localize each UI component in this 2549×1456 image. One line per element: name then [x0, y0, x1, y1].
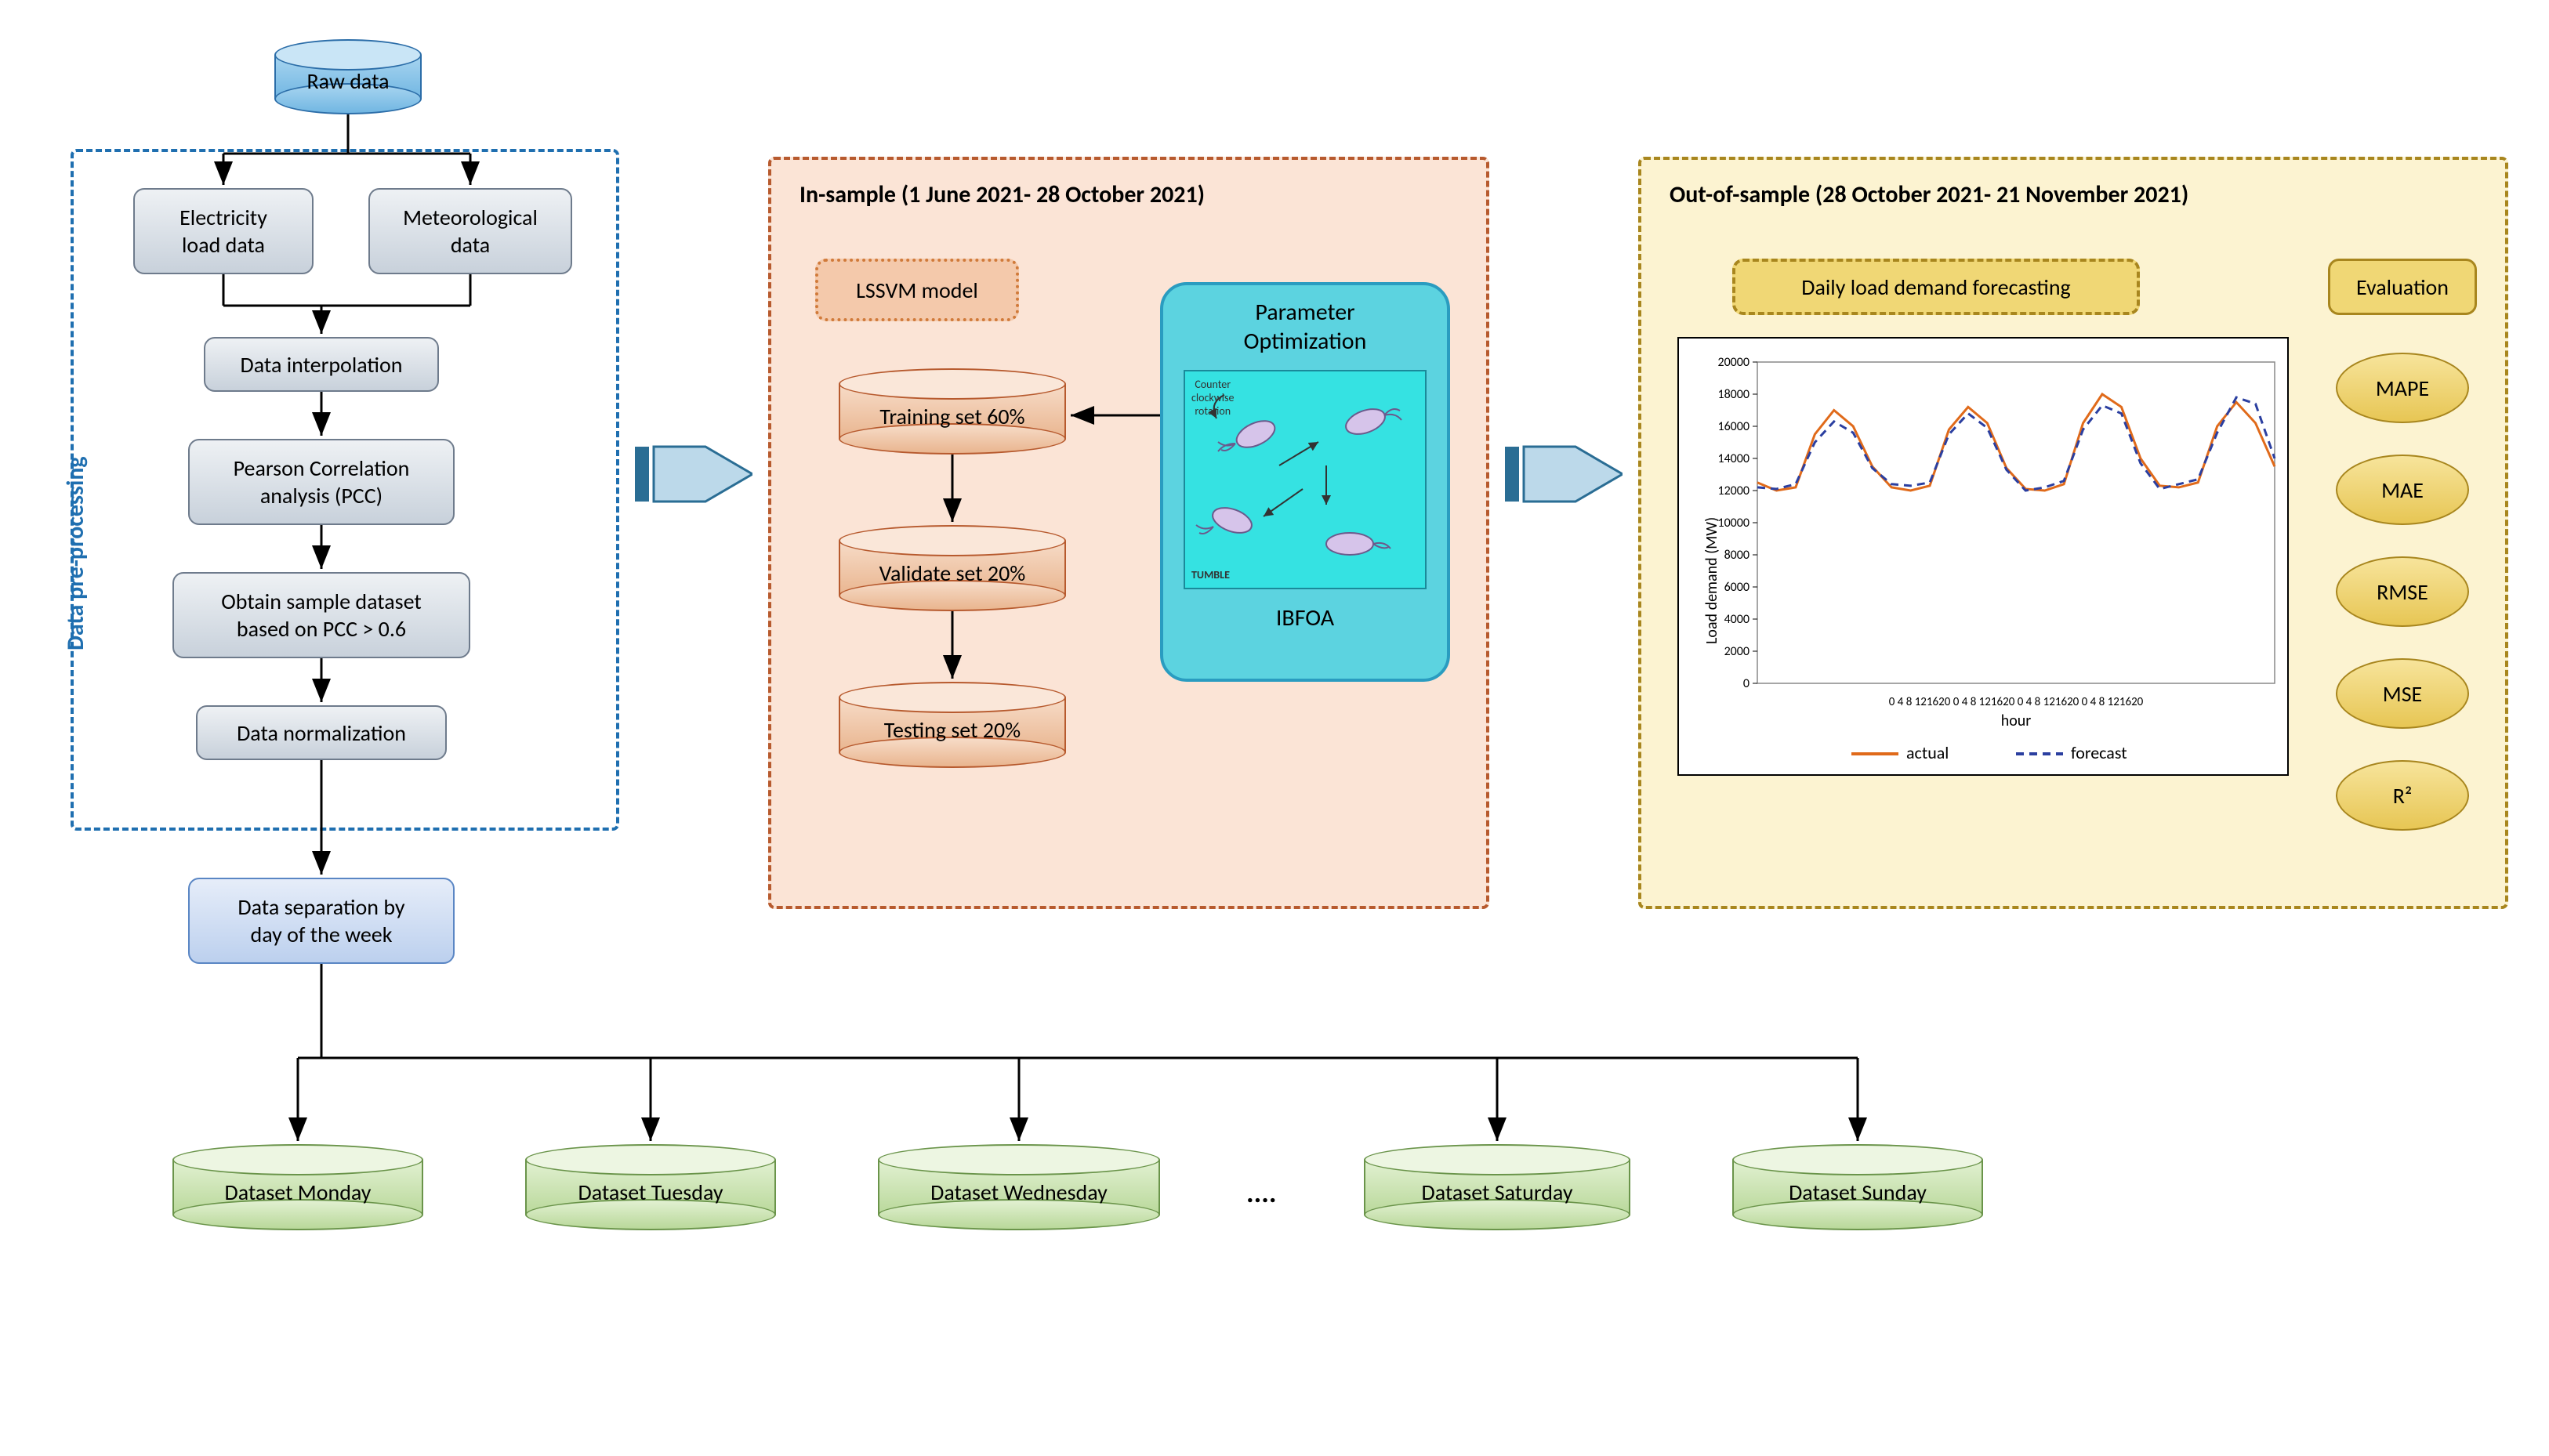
svg-text:18000: 18000	[1717, 387, 1749, 402]
svg-text:16000: 16000	[1717, 419, 1749, 434]
testing-cylinder: Testing set 20%	[839, 682, 1066, 768]
svg-text:4000: 4000	[1724, 612, 1749, 627]
lssvm-model-box: LSSVM model	[815, 259, 1019, 321]
param-opt-title: Parameter Optimization	[1244, 298, 1367, 356]
validate-cylinder: Validate set 20%	[839, 525, 1066, 611]
svg-text:0: 0	[1743, 676, 1749, 691]
svg-text:2000: 2000	[1724, 644, 1749, 659]
diagram-canvas: Raw data Data pre-processing Electricity…	[24, 24, 2525, 1432]
dataset-tuesday: Dataset Tuesday	[525, 1144, 776, 1230]
raw-data-label: Raw data	[274, 67, 422, 95]
raw-data-cylinder: Raw data	[274, 39, 422, 114]
dataset-saturday: Dataset Saturday	[1364, 1144, 1630, 1230]
ibfoa-caption: IBFOA	[1276, 603, 1334, 632]
data-normalization-box: Data normalization	[196, 705, 447, 760]
dataset-saturday-label: Dataset Saturday	[1364, 1179, 1630, 1206]
big-arrow-2	[1505, 407, 1623, 541]
data-separation-box: Data separation by day of the week	[188, 878, 455, 964]
ellipsis-dots: ....	[1246, 1175, 1276, 1210]
svg-text:20000: 20000	[1717, 355, 1749, 370]
obtain-sample-box: Obtain sample dataset based on PCC > 0.6	[172, 572, 470, 658]
svg-text:14000: 14000	[1717, 451, 1749, 466]
svg-text:12000: 12000	[1717, 484, 1749, 498]
dataset-monday-label: Dataset Monday	[172, 1179, 423, 1206]
svg-text:0 4 8 121620 0 4 8 121620: 0 4 8 121620 0 4 8 121620 0 4 8 121620 0…	[1889, 695, 2144, 709]
dataset-wednesday-label: Dataset Wednesday	[878, 1179, 1160, 1206]
pcc-box: Pearson Correlation analysis (PCC)	[188, 439, 455, 525]
chart-ylabel: Load demand (MW)	[1702, 517, 1721, 644]
validate-label: Validate set 20%	[839, 560, 1066, 587]
dataset-tuesday-label: Dataset Tuesday	[525, 1179, 776, 1206]
dataset-sunday: Dataset Sunday	[1732, 1144, 1983, 1230]
svg-text:6000: 6000	[1724, 580, 1749, 595]
preprocessing-label: Data pre-processing	[61, 456, 90, 650]
metric-rmse: RMSE	[2336, 556, 2469, 627]
metric-mae: MAE	[2336, 455, 2469, 525]
daily-forecast-box: Daily load demand forecasting	[1732, 259, 2140, 315]
insample-title: In-sample (1 June 2021- 28 October 2021)	[800, 180, 1205, 209]
testing-label: Testing set 20%	[839, 716, 1066, 744]
param-opt-box: Parameter Optimization Counter clockwise…	[1160, 282, 1450, 682]
dataset-wednesday: Dataset Wednesday	[878, 1144, 1160, 1230]
electricity-load-box: Electricity load data	[133, 188, 314, 274]
svg-text:hour: hour	[2001, 712, 2032, 730]
forecast-chart-svg: 0 2000 4000 6000 8000 10000 12000 14000 16000 180…	[1679, 339, 2290, 777]
big-arrow-1	[635, 407, 752, 541]
training-cylinder: Training set 60%	[839, 368, 1066, 455]
forecast-chart-frame: Load demand (MW) 0 2000 4000 6000 8000 10000 1…	[1677, 337, 2289, 776]
training-label: Training set 60%	[839, 403, 1066, 430]
dataset-sunday-label: Dataset Sunday	[1732, 1179, 1983, 1206]
metric-mape: MAPE	[2336, 353, 2469, 423]
svg-text:forecast: forecast	[2071, 742, 2127, 763]
dataset-monday: Dataset Monday	[172, 1144, 423, 1230]
svg-text:10000: 10000	[1717, 516, 1749, 531]
data-interpolation-box: Data interpolation	[204, 337, 439, 392]
evaluation-box: Evaluation	[2328, 259, 2477, 315]
meteorological-box: Meteorological data	[368, 188, 572, 274]
metric-mse: MSE	[2336, 658, 2469, 729]
svg-text:actual: actual	[1906, 742, 1949, 763]
outsample-title: Out-of-sample (28 October 2021- 21 Novem…	[1670, 180, 2188, 209]
svg-text:8000: 8000	[1724, 548, 1749, 563]
metric-r2: R²	[2336, 760, 2469, 831]
